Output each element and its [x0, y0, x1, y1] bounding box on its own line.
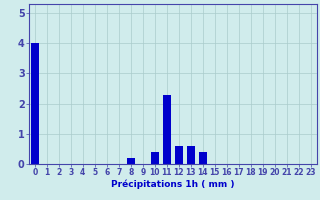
Bar: [151, 152, 159, 164]
Bar: [175, 146, 183, 164]
Bar: [31, 43, 39, 164]
X-axis label: Précipitations 1h ( mm ): Précipitations 1h ( mm ): [111, 180, 235, 189]
Bar: [163, 95, 171, 164]
Bar: [187, 146, 195, 164]
Bar: [127, 158, 135, 164]
Bar: [199, 152, 207, 164]
